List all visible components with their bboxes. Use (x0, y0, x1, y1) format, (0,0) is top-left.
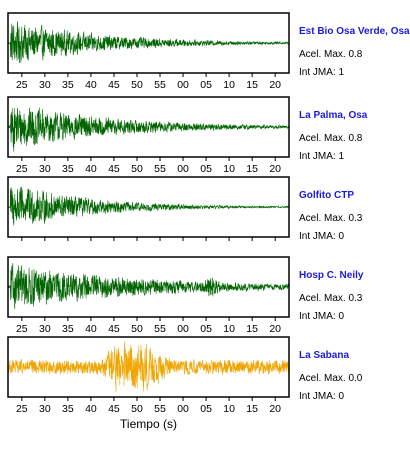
station-accel-max: Acel. Max. 0.8 (299, 49, 363, 60)
panel-frame (7, 176, 290, 238)
panel-frame (7, 96, 290, 158)
x-tick-label: 15 (246, 323, 258, 335)
station-jma-intensity: Int JMA: 0 (299, 391, 344, 402)
x-axis-label: Tiempo (s) (120, 417, 177, 431)
station-accel-max: Acel. Max. 0.0 (299, 373, 363, 384)
x-tick-label: 45 (108, 323, 120, 335)
x-tick-label: 55 (154, 163, 166, 175)
x-tick-label: 00 (177, 79, 189, 91)
x-tick-label: 50 (131, 403, 143, 415)
station-panel: 25 30 35 40 45 50 55 00 05 10 15 20 La Sabana Acel. M… (7, 336, 363, 415)
x-tick-label: 45 (108, 79, 120, 91)
station-jma-intensity: Int JMA: 1 (299, 67, 344, 78)
x-tick-label: 25 (16, 403, 28, 415)
x-tick-label: 25 (16, 163, 28, 175)
x-tick-label: 10 (223, 323, 235, 335)
station-panel: 25 30 35 40 45 50 55 00 05 10 15 20 Hosp C. Neily Ace… (7, 256, 364, 335)
station-name: Golfito CTP (299, 190, 354, 201)
waveform-trace (7, 263, 290, 310)
x-tick-label: 35 (62, 79, 74, 91)
panel-frame (7, 336, 290, 398)
panel-frame (7, 256, 290, 318)
x-tick-label: 10 (223, 403, 235, 415)
x-tick-label: 00 (177, 403, 189, 415)
x-tick-label: 20 (269, 403, 281, 415)
x-tick-label: 45 (108, 163, 120, 175)
x-tick-label: 35 (62, 163, 74, 175)
x-tick-label: 40 (85, 323, 97, 335)
x-tick-label: 00 (177, 163, 189, 175)
x-tick-label: 15 (246, 403, 258, 415)
x-tick-label: 55 (154, 403, 166, 415)
x-tick-label: 50 (131, 79, 143, 91)
x-tick-label: 30 (39, 403, 51, 415)
x-tick-label: 20 (269, 323, 281, 335)
x-tick-label: 05 (200, 79, 212, 91)
station-jma-intensity: Int JMA: 0 (299, 231, 344, 242)
station-jma-intensity: Int JMA: 0 (299, 311, 344, 322)
x-tick-label: 10 (223, 79, 235, 91)
x-tick-label: 10 (223, 163, 235, 175)
station-name: Hosp C. Neily (299, 270, 364, 281)
x-tick-label: 30 (39, 163, 51, 175)
x-tick-label: 20 (269, 79, 281, 91)
x-tick-label: 35 (62, 403, 74, 415)
station-accel-max: Acel. Max. 0.8 (299, 133, 363, 144)
x-tick-label: 40 (85, 79, 97, 91)
panel-frame (7, 12, 290, 74)
x-tick-label: 50 (131, 163, 143, 175)
station-panel: 25 30 35 40 45 50 55 00 05 10 15 20 Est Bio Osa Verd… (7, 12, 410, 91)
waveform-trace (7, 341, 290, 392)
waveform-trace (7, 21, 290, 64)
x-tick-label: 05 (200, 403, 212, 415)
x-tick-label: 35 (62, 323, 74, 335)
waveform-trace (7, 107, 290, 152)
x-tick-label: 45 (108, 403, 120, 415)
x-tick-label: 25 (16, 79, 28, 91)
x-tick-label: 40 (85, 163, 97, 175)
x-tick-label: 30 (39, 79, 51, 91)
x-tick-label: 25 (16, 323, 28, 335)
station-name: Est Bio Osa Verde, Osa (299, 26, 410, 37)
x-tick-label: 05 (200, 163, 212, 175)
station-accel-max: Acel. Max. 0.3 (299, 293, 363, 304)
x-tick-label: 55 (154, 323, 166, 335)
x-tick-label: 50 (131, 323, 143, 335)
x-tick-label: 15 (246, 79, 258, 91)
station-name: La Sabana (299, 350, 349, 361)
x-tick-label: 00 (177, 323, 189, 335)
x-tick-label: 15 (246, 163, 258, 175)
station-panel: Golfito CTP Acel. Max. 0.3 Int JMA: 0 (7, 176, 363, 242)
x-tick-label: 30 (39, 323, 51, 335)
x-tick-label: 05 (200, 323, 212, 335)
station-name: La Palma, Osa (299, 110, 368, 121)
x-tick-label: 20 (269, 163, 281, 175)
waveform-trace (7, 186, 290, 226)
station-panel: 25 30 35 40 45 50 55 00 05 10 15 20 La Palma, Osa Ace… (7, 96, 368, 175)
station-accel-max: Acel. Max. 0.3 (299, 213, 363, 224)
x-tick-label: 40 (85, 403, 97, 415)
station-jma-intensity: Int JMA: 1 (299, 151, 344, 162)
x-tick-label: 55 (154, 79, 166, 91)
